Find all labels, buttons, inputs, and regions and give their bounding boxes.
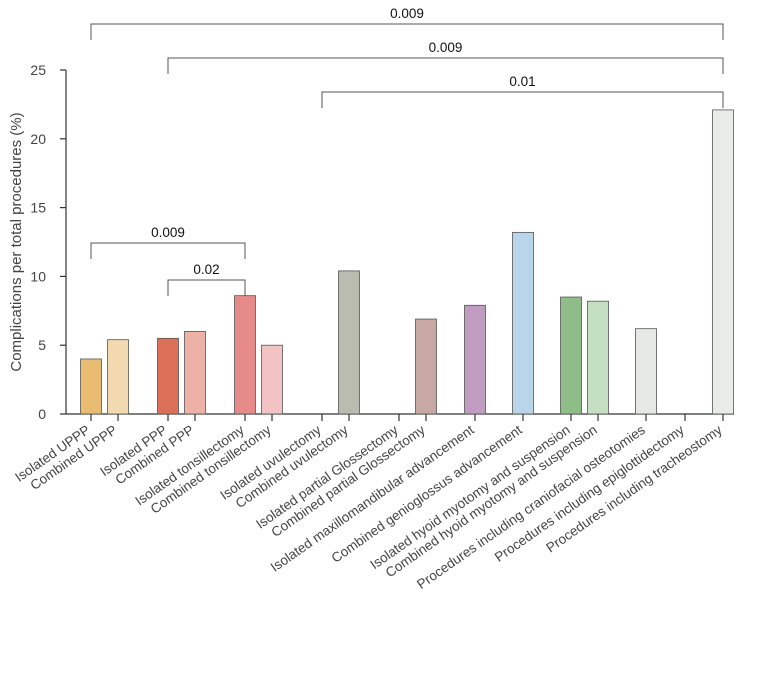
bar (712, 109, 734, 415)
bar (80, 358, 102, 415)
bar (338, 270, 360, 415)
bar (635, 328, 657, 415)
y-axis-title: Complications per total procedures (%) (8, 112, 25, 371)
significance-bracket (321, 91, 724, 108)
bar (464, 304, 486, 415)
p-value-label: 0.009 (151, 225, 185, 240)
y-tick-label: 15 (30, 200, 46, 216)
p-value-label: 0.02 (193, 262, 219, 277)
bar (587, 300, 609, 415)
bar (184, 331, 206, 415)
y-tick-label: 5 (38, 337, 46, 353)
y-tick-label: 25 (30, 62, 46, 78)
y-tick-label: 20 (30, 131, 46, 147)
significance-bracket (167, 57, 724, 74)
bar (415, 318, 437, 415)
bar (560, 296, 582, 415)
bars (80, 109, 734, 415)
y-tick-label: 0 (38, 406, 46, 422)
significance-bracket (90, 242, 246, 259)
x-tick-label: Procedures including epiglottidectomy (492, 422, 687, 565)
significance-brackets: 0.009 0.009 0.01 0.009 0.02 (90, 6, 724, 296)
axes: 0 5 10 15 20 25 (30, 62, 734, 422)
y-tick-label: 10 (30, 268, 46, 284)
significance-bracket (167, 279, 246, 296)
bar (107, 339, 129, 415)
p-value-label: 0.009 (390, 6, 424, 21)
bar (261, 344, 283, 415)
p-value-label: 0.01 (509, 74, 535, 89)
bar (157, 337, 179, 415)
significance-bracket (90, 23, 724, 40)
bar (234, 295, 256, 415)
bar (512, 231, 534, 415)
p-value-label: 0.009 (429, 40, 463, 55)
